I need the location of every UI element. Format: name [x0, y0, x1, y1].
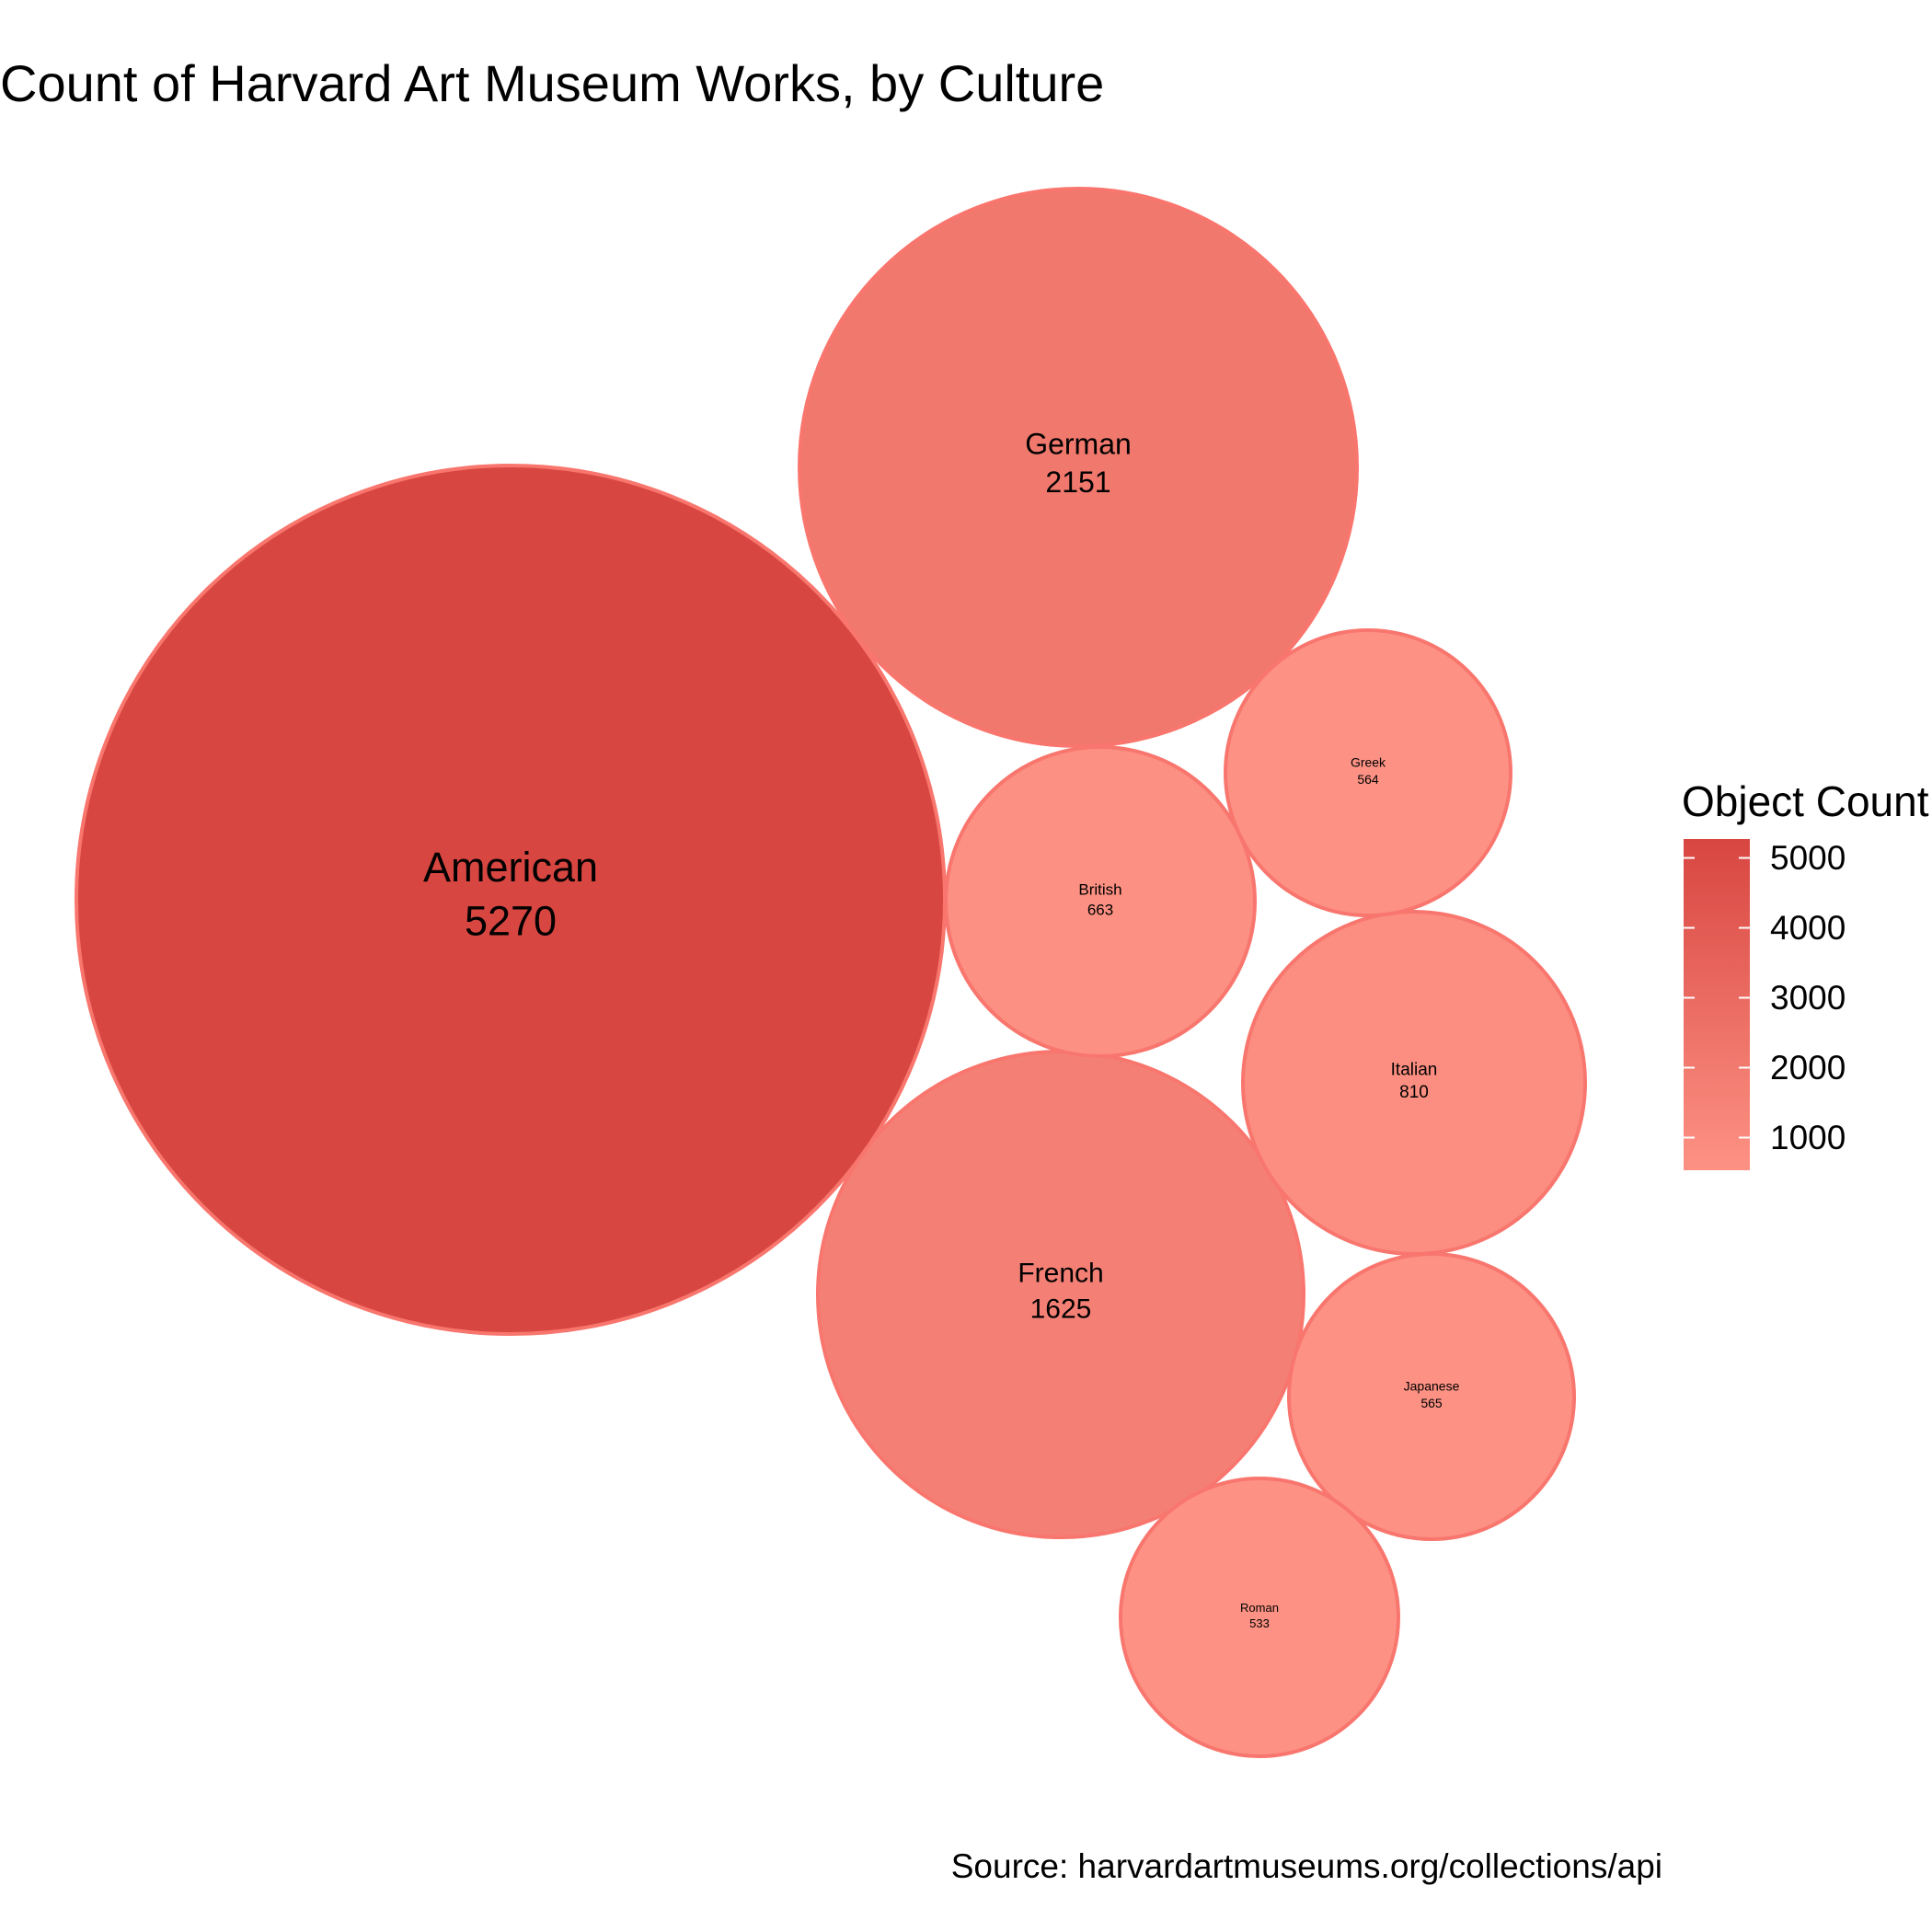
bubble-value-french: 1625	[1030, 1294, 1092, 1325]
legend-gradient	[1684, 839, 1750, 1170]
bubble-label-greek: Greek	[1351, 755, 1386, 770]
bubble-value-roman: 533	[1249, 1616, 1270, 1630]
bubble-label-german: German	[1025, 428, 1132, 461]
bubble-japanese	[1287, 1252, 1576, 1541]
bubble-greek	[1224, 628, 1512, 917]
bubble-value-japanese: 565	[1420, 1396, 1443, 1410]
legend-tick-label: 2000	[1770, 1048, 1846, 1087]
color-legend: Object Count 5000 4000 3000 2000 1000	[1682, 776, 1930, 1181]
legend-tick-label: 5000	[1770, 838, 1846, 877]
legend-tick-label: 4000	[1770, 908, 1846, 947]
chart-title: Count of Harvard Art Museum Works, by Cu…	[0, 54, 1105, 112]
bubble-label-american: American	[423, 844, 598, 891]
bubble-value-german: 2151	[1045, 466, 1110, 499]
legend-tick-label: 1000	[1770, 1118, 1846, 1156]
bubble-label-italian: Italian	[1391, 1060, 1438, 1079]
bubble-value-british: 663	[1087, 901, 1113, 918]
legend-title: Object Count	[1682, 777, 1929, 825]
bubble-label-british: British	[1078, 880, 1121, 898]
bubble-british	[944, 745, 1257, 1058]
legend-tick-label: 3000	[1770, 978, 1846, 1017]
bubble-label-japanese: Japanese	[1404, 1379, 1460, 1394]
bubble-german	[798, 187, 1359, 748]
bubble-label-french: French	[1018, 1259, 1103, 1289]
bubble-value-greek: 564	[1357, 772, 1379, 787]
bubble-roman	[1119, 1477, 1400, 1758]
bubble-value-italian: 810	[1399, 1083, 1429, 1102]
bubble-value-american: 5270	[465, 897, 557, 944]
legend-colorbar	[1684, 839, 1750, 1170]
bubble-label-roman: Roman	[1240, 1601, 1279, 1615]
source-caption: Source: harvardartmuseums.org/collection…	[950, 1847, 1662, 1885]
